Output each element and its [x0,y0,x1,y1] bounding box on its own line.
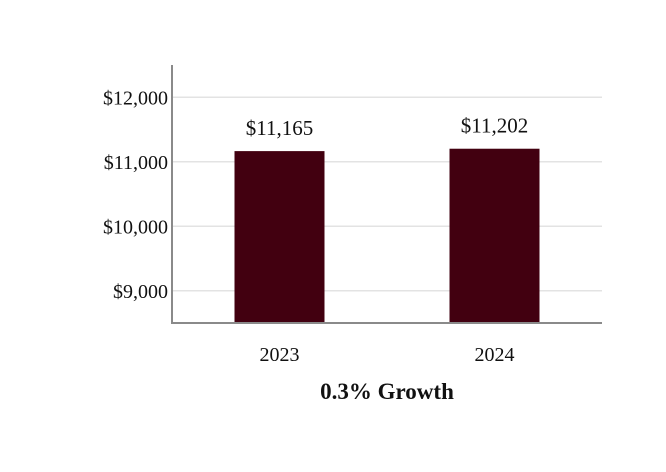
category-labels: 2023 2024 [260,344,515,366]
bar-2024 [449,148,540,323]
x-axis-title: 0.3% Growth [320,379,454,404]
y-tick-label: $10,000 [103,216,168,238]
category-label-2023: 2023 [260,344,300,366]
bars [234,148,540,323]
bar-2023 [234,151,325,323]
y-tick-label: $9,000 [113,281,168,303]
y-tick-labels: $9,000 $10,000 $11,000 $12,000 [103,87,168,303]
y-tick-label: $12,000 [103,87,168,109]
data-labels: $11,165 $11,202 [246,114,528,140]
category-label-2024: 2024 [475,344,515,366]
data-label-2023: $11,165 [246,116,313,140]
y-tick-label: $11,000 [104,152,168,174]
data-label-2024: $11,202 [461,114,528,138]
